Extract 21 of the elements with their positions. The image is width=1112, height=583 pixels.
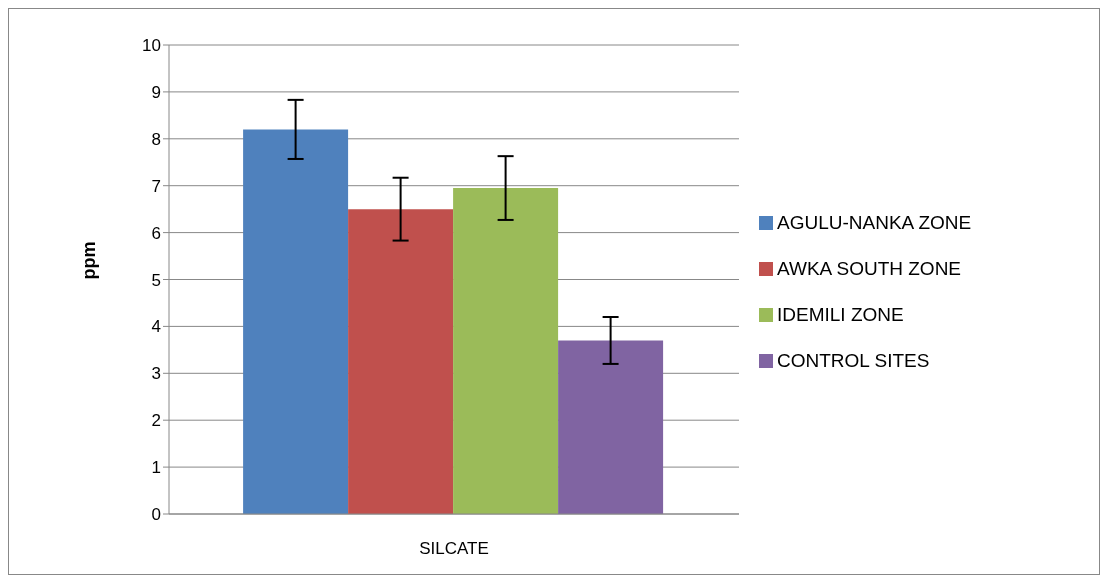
y-tick-label: 4	[151, 317, 161, 337]
bar	[348, 209, 454, 514]
y-tick-label: 5	[151, 270, 161, 290]
y-tick-label: 0	[151, 505, 161, 525]
y-tick-label: 7	[151, 176, 161, 196]
y-tick-label: 2	[151, 411, 161, 431]
y-tick-label: 8	[151, 129, 161, 149]
legend-label: IDEMILI ZONE	[777, 303, 904, 325]
y-tick-label: 1	[151, 458, 161, 478]
y-tick-label: 10	[142, 36, 161, 56]
legend-label: AWKA SOUTH ZONE	[777, 257, 962, 279]
x-tick-label: SILCATE	[419, 539, 489, 559]
bar	[453, 188, 559, 514]
bar	[558, 340, 664, 514]
legend-label: AGULU-NANKA ZONE	[777, 211, 972, 233]
legend-label: CONTROL SITES	[777, 349, 930, 371]
y-tick-label: 6	[151, 223, 161, 243]
bar	[243, 129, 349, 514]
y-tick-label: 9	[151, 82, 161, 102]
y-axis-title: ppm	[79, 241, 100, 280]
y-tick-label: 3	[151, 364, 161, 384]
